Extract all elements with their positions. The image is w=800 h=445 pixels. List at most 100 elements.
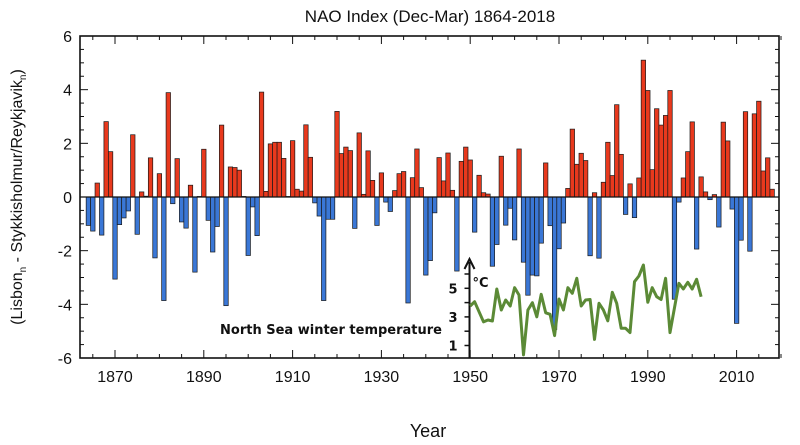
- bar-1936: [405, 196, 411, 304]
- bar-1971: [560, 196, 567, 224]
- bar-1911: [294, 188, 300, 198]
- bar-1907: [276, 141, 282, 198]
- y-tick-label: 4: [63, 83, 72, 100]
- y-label-part: n: [18, 75, 29, 81]
- bar-1977: [587, 196, 593, 257]
- bar-1908: [281, 158, 287, 198]
- bar-1884: [174, 158, 180, 198]
- bar-1955: [489, 196, 495, 267]
- bar-1920: [334, 111, 340, 198]
- bar-1935: [401, 171, 407, 198]
- bar-1948: [458, 160, 464, 198]
- bar-1994: [663, 115, 669, 198]
- bar-1963: [525, 196, 531, 296]
- bar-1901: [250, 196, 256, 208]
- x-tick-label: 2010: [719, 369, 755, 386]
- bar-1876: [139, 191, 145, 198]
- x-tick-label: 1910: [275, 369, 311, 386]
- bar-1933: [392, 190, 398, 198]
- bar-1919: [330, 196, 336, 220]
- bar-1931: [383, 196, 389, 203]
- temperature-inset: 5 3 1 °C: [448, 256, 703, 358]
- bar-1988: [636, 177, 642, 198]
- bar-1883: [170, 196, 176, 205]
- temperature-line: [469, 263, 703, 357]
- bar-1996: [671, 196, 678, 300]
- bar-1914: [307, 156, 313, 198]
- x-tick-label: 1990: [630, 369, 666, 386]
- y-axis-label: (Lisbonn - Stykkisholmur/Reykjavikn): [9, 69, 29, 325]
- bar-1987: [631, 196, 638, 219]
- temp-tick-label: 1: [448, 340, 457, 355]
- bar-1895: [223, 196, 229, 307]
- y-tick-label: -6: [58, 351, 72, 368]
- bar-1993: [658, 124, 664, 198]
- bar-1942: [432, 196, 438, 214]
- bar-1868: [103, 121, 109, 198]
- bar-1961: [516, 148, 522, 198]
- bar-1869: [108, 151, 114, 198]
- bar-1896: [227, 166, 234, 198]
- x-tick-label: 1930: [364, 369, 400, 386]
- y-label-part: n: [18, 267, 29, 273]
- bar-1968: [547, 196, 553, 227]
- y-tick-label: 0: [63, 190, 72, 207]
- bar-1949: [463, 146, 469, 198]
- bar-2010: [734, 196, 740, 324]
- bar-1865: [90, 196, 96, 232]
- bar-1905: [267, 143, 273, 198]
- bar-1874: [130, 134, 136, 198]
- y-tick-label: 6: [63, 29, 72, 46]
- bar-1976: [583, 160, 589, 198]
- bar-1953: [480, 192, 487, 198]
- bar-1980: [600, 181, 606, 198]
- y-tick-label: -4: [58, 297, 72, 314]
- axes: -6 -4 -2 0 2 4 6 1870 1890 1910 1930 1950 1970 1990 20…: [58, 29, 782, 386]
- bar-1986: [627, 183, 633, 198]
- arrow-up-icon: [463, 256, 476, 270]
- bar-1894: [219, 124, 225, 198]
- bar-1893: [214, 196, 220, 227]
- bar-1950: [467, 159, 473, 198]
- bar-1886: [183, 196, 189, 229]
- bar-1915: [312, 196, 318, 204]
- bar-1959: [507, 196, 513, 209]
- bar-1903: [258, 91, 265, 198]
- bar-2017: [765, 157, 771, 198]
- bar-1871: [116, 196, 123, 225]
- bar-1873: [125, 196, 131, 212]
- bar-1998: [680, 177, 686, 198]
- bar-1941: [427, 196, 433, 261]
- bar-2013: [747, 196, 753, 252]
- bar-2016: [760, 170, 766, 198]
- bar-1956: [494, 196, 500, 245]
- bar-1984: [618, 153, 624, 198]
- bar-1872: [121, 196, 127, 219]
- bars: [85, 59, 775, 330]
- bar-1880: [156, 173, 162, 198]
- bar-2003: [702, 191, 709, 198]
- bar-2008: [725, 140, 731, 198]
- bar-2018: [769, 188, 775, 198]
- north-sea-label: North Sea winter temperature: [220, 323, 442, 338]
- bar-1910: [290, 140, 296, 198]
- bar-1927: [365, 150, 371, 198]
- bar-1892: [210, 196, 216, 253]
- bar-1897: [232, 167, 238, 198]
- bar-1966: [538, 196, 544, 244]
- bar-1974: [574, 163, 580, 198]
- bar-1890: [201, 148, 207, 198]
- bar-1962: [520, 196, 527, 263]
- bar-1978: [591, 192, 598, 198]
- bar-2000: [689, 121, 695, 198]
- bar-1916: [316, 196, 322, 217]
- bar-1983: [614, 104, 620, 198]
- x-tick-label: 1870: [97, 369, 133, 386]
- bar-1932: [387, 196, 393, 212]
- bar-1997: [676, 196, 682, 203]
- bar-2002: [698, 176, 704, 198]
- bar-1881: [161, 196, 167, 301]
- x-tick-label: 1950: [452, 369, 488, 386]
- y-label-part: - Stykkisholmur/Reykjavik: [9, 79, 26, 267]
